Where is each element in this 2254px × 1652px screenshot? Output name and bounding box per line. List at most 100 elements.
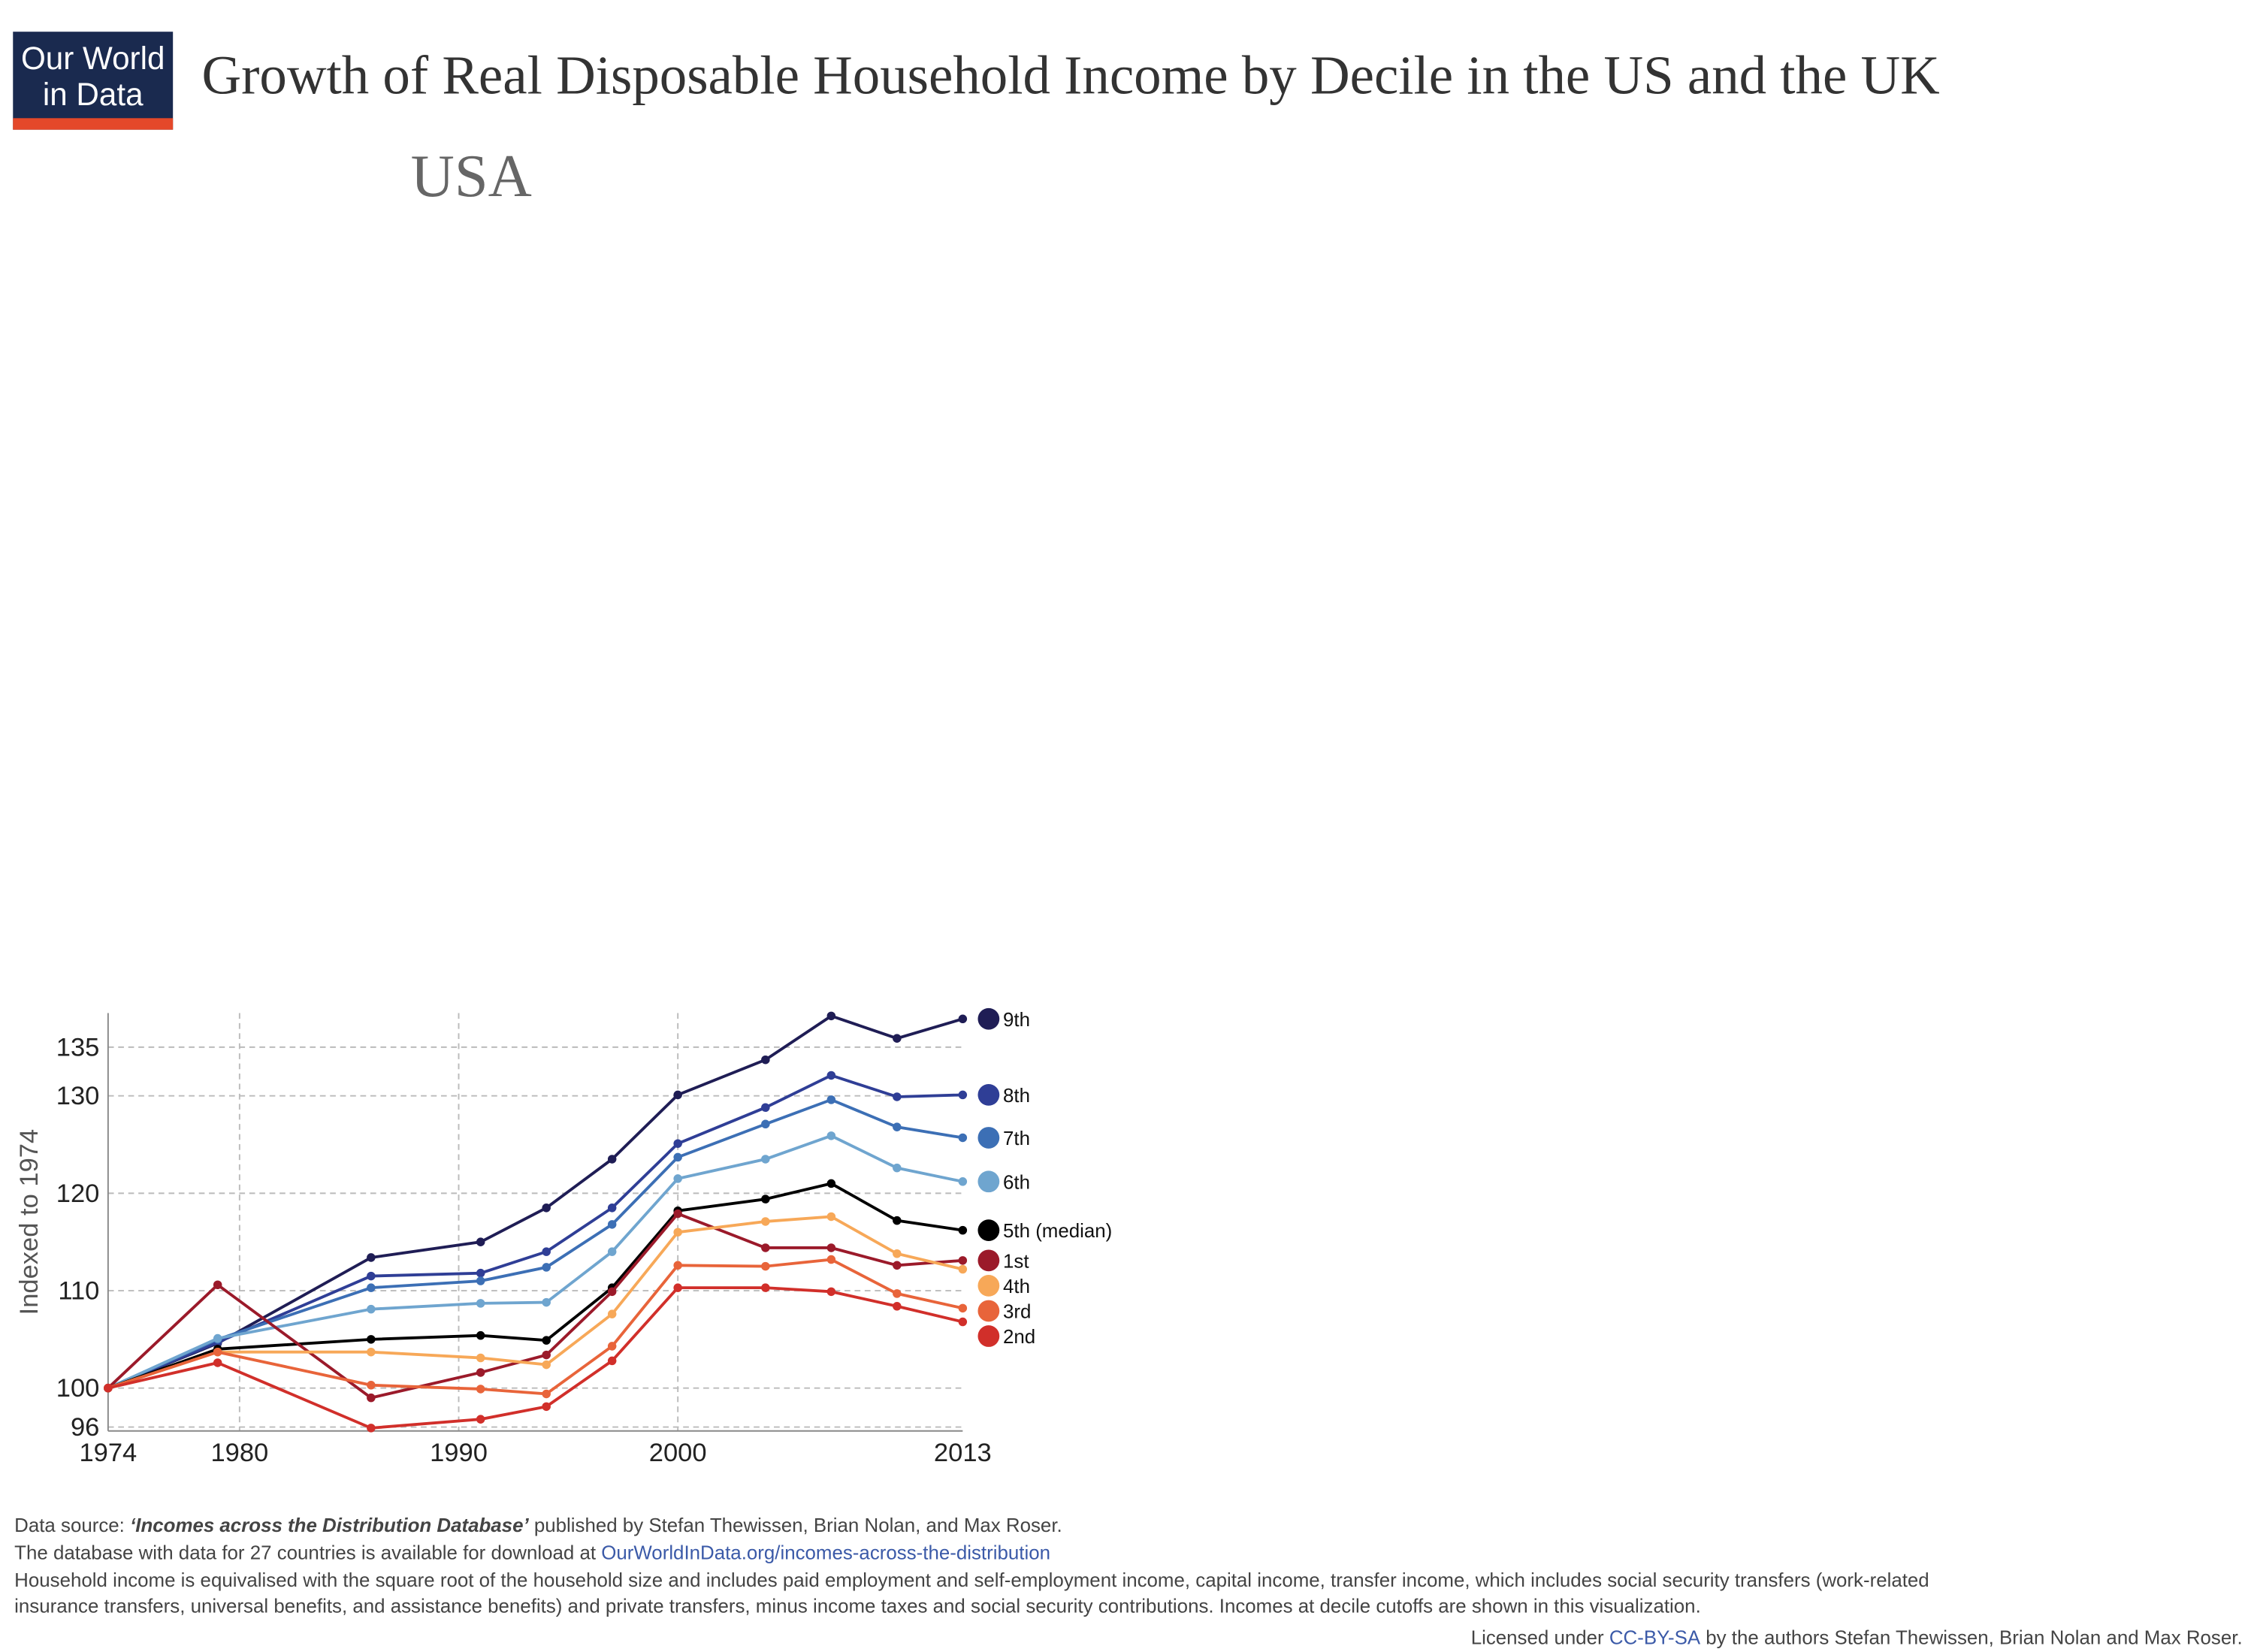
data-point xyxy=(958,1177,968,1186)
data-point xyxy=(476,1330,485,1340)
data-point xyxy=(607,1287,617,1297)
data-point xyxy=(958,1256,968,1265)
data-point xyxy=(958,1014,968,1024)
legend-swatch xyxy=(977,1325,1000,1347)
logo: Our World in Data xyxy=(13,32,174,130)
chart-title: Growth of Real Disposable Household Inco… xyxy=(202,45,1940,106)
data-point xyxy=(893,1163,902,1173)
source-label: Data source: xyxy=(14,1515,130,1536)
data-point xyxy=(893,1122,902,1131)
logo-bar xyxy=(13,118,174,130)
data-point xyxy=(826,1255,836,1264)
data-point xyxy=(542,1389,551,1399)
legend-swatch xyxy=(977,1007,1000,1030)
data-point xyxy=(958,1317,968,1327)
data-point xyxy=(958,1303,968,1313)
data-point xyxy=(607,1204,617,1213)
data-point xyxy=(542,1263,551,1272)
data-point xyxy=(542,1247,551,1256)
data-point xyxy=(958,1090,968,1100)
legend-swatch xyxy=(977,1170,1000,1193)
legend-label: 1st xyxy=(1003,1251,1029,1272)
data-point xyxy=(367,1283,376,1292)
data-point xyxy=(893,1261,902,1270)
data-point xyxy=(826,1287,836,1297)
data-point xyxy=(607,1342,617,1351)
legend-swatch xyxy=(977,1249,1000,1272)
data-point xyxy=(893,1249,902,1258)
license-link[interactable]: CC-BY-SA xyxy=(1609,1628,1701,1649)
data-point xyxy=(476,1268,485,1278)
x-tick-label: 2013 xyxy=(934,1439,992,1467)
data-point xyxy=(826,1011,836,1021)
data-point xyxy=(826,1179,836,1188)
data-point xyxy=(761,1217,770,1226)
x-tick-label: 1990 xyxy=(430,1439,488,1467)
legend-swatch xyxy=(977,1275,1000,1297)
data-point xyxy=(826,1131,836,1140)
data-point xyxy=(367,1393,376,1403)
legend-label: 6th xyxy=(1003,1172,1030,1193)
data-point xyxy=(673,1283,682,1292)
plot: 96 100 110 120 130 135 1974 1980 1990 2000 2013 9th… xyxy=(56,1007,1112,1467)
legend-label: 7th xyxy=(1003,1128,1030,1149)
data-point xyxy=(826,1243,836,1252)
source-rest: published by Stefan Thewissen, Brian Nol… xyxy=(529,1515,1062,1536)
data-point xyxy=(542,1360,551,1370)
y-axis-label: Indexed to 1974 xyxy=(15,1129,44,1315)
y-tick-label: 96 xyxy=(71,1413,99,1442)
logo-text: in Data xyxy=(43,77,144,112)
data-point xyxy=(673,1228,682,1237)
data-point xyxy=(761,1155,770,1164)
source-line: Data source: ‘Incomes across the Distrib… xyxy=(14,1515,1062,1536)
legend-label: 2nd xyxy=(1003,1327,1035,1348)
legend-label: 3rd xyxy=(1003,1302,1031,1323)
data-point xyxy=(893,1289,902,1298)
legend-label: 4th xyxy=(1003,1276,1030,1297)
x-tick-label: 1974 xyxy=(79,1439,137,1467)
download-link[interactable]: OurWorldInData.org/incomes-across-the-di… xyxy=(601,1542,1050,1563)
data-point xyxy=(761,1261,770,1271)
legend-swatch xyxy=(977,1300,1000,1322)
data-point xyxy=(476,1299,485,1308)
y-tick-label: 130 xyxy=(56,1082,100,1110)
data-point xyxy=(367,1381,376,1390)
data-point xyxy=(761,1103,770,1113)
data-point xyxy=(761,1283,770,1292)
data-point xyxy=(476,1353,485,1363)
legend-label: 9th xyxy=(1003,1010,1030,1031)
note-line: insurance transfers, universal benefits,… xyxy=(14,1596,1701,1617)
data-point xyxy=(476,1385,485,1394)
data-point xyxy=(958,1133,968,1143)
legend-label: 8th xyxy=(1003,1086,1030,1107)
data-point xyxy=(893,1034,902,1043)
data-point xyxy=(213,1358,222,1367)
data-point xyxy=(542,1297,551,1307)
data-point xyxy=(476,1276,485,1285)
y-tick-label: 110 xyxy=(58,1277,99,1306)
data-point xyxy=(673,1152,682,1162)
data-point xyxy=(673,1261,682,1270)
data-point xyxy=(673,1090,682,1100)
license-suffix: by the authors Stefan Thewissen, Brian N… xyxy=(1700,1628,2243,1649)
data-point xyxy=(476,1368,485,1377)
x-tick-label: 2000 xyxy=(649,1439,707,1467)
data-point xyxy=(958,1225,968,1235)
data-point xyxy=(367,1335,376,1344)
logo-text: Our World xyxy=(21,41,165,76)
license-prefix: Licensed under xyxy=(1471,1628,1609,1649)
download-line: The database with data for 27 countries … xyxy=(14,1542,1050,1563)
data-point xyxy=(607,1247,617,1256)
legend-swatch xyxy=(977,1219,1000,1242)
license-line: Licensed under CC-BY-SA by the authors S… xyxy=(1471,1628,2243,1649)
data-point xyxy=(826,1212,836,1222)
data-point xyxy=(367,1271,376,1281)
chart-subtitle: USA xyxy=(411,143,532,210)
data-point xyxy=(761,1055,770,1065)
y-tick-label: 135 xyxy=(56,1033,100,1062)
data-point xyxy=(761,1243,770,1252)
data-point xyxy=(213,1333,222,1343)
download-text: The database with data for 27 countries … xyxy=(14,1542,601,1563)
